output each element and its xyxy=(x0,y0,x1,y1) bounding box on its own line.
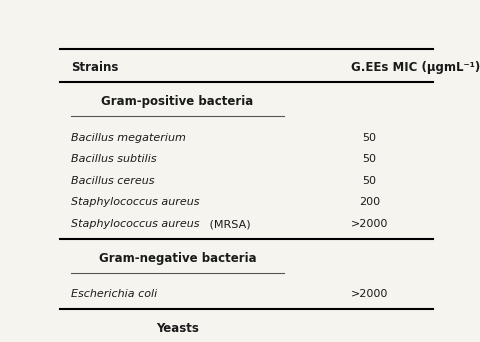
Text: 50: 50 xyxy=(362,154,376,164)
Text: Bacillus megaterium: Bacillus megaterium xyxy=(71,133,186,143)
Text: Gram-positive bacteria: Gram-positive bacteria xyxy=(101,95,253,108)
Text: Bacillus subtilis: Bacillus subtilis xyxy=(71,154,156,164)
Text: >2000: >2000 xyxy=(350,289,387,299)
Text: Gram-negative bacteria: Gram-negative bacteria xyxy=(98,252,256,265)
Text: 50: 50 xyxy=(362,133,376,143)
Text: Bacillus cereus: Bacillus cereus xyxy=(71,176,155,186)
Text: 200: 200 xyxy=(358,197,379,208)
Text: G.EEs MIC (μgmL⁻¹): G.EEs MIC (μgmL⁻¹) xyxy=(350,61,479,74)
Text: Staphylococcus aureus: Staphylococcus aureus xyxy=(71,219,199,229)
Text: >2000: >2000 xyxy=(350,219,387,229)
Text: Escherichia coli: Escherichia coli xyxy=(71,289,157,299)
Text: Strains: Strains xyxy=(71,61,119,74)
Text: Staphylococcus aureus: Staphylococcus aureus xyxy=(71,197,199,208)
Text: 50: 50 xyxy=(362,176,376,186)
Text: Yeasts: Yeasts xyxy=(156,322,199,335)
Text: (MRSA): (MRSA) xyxy=(205,219,250,229)
